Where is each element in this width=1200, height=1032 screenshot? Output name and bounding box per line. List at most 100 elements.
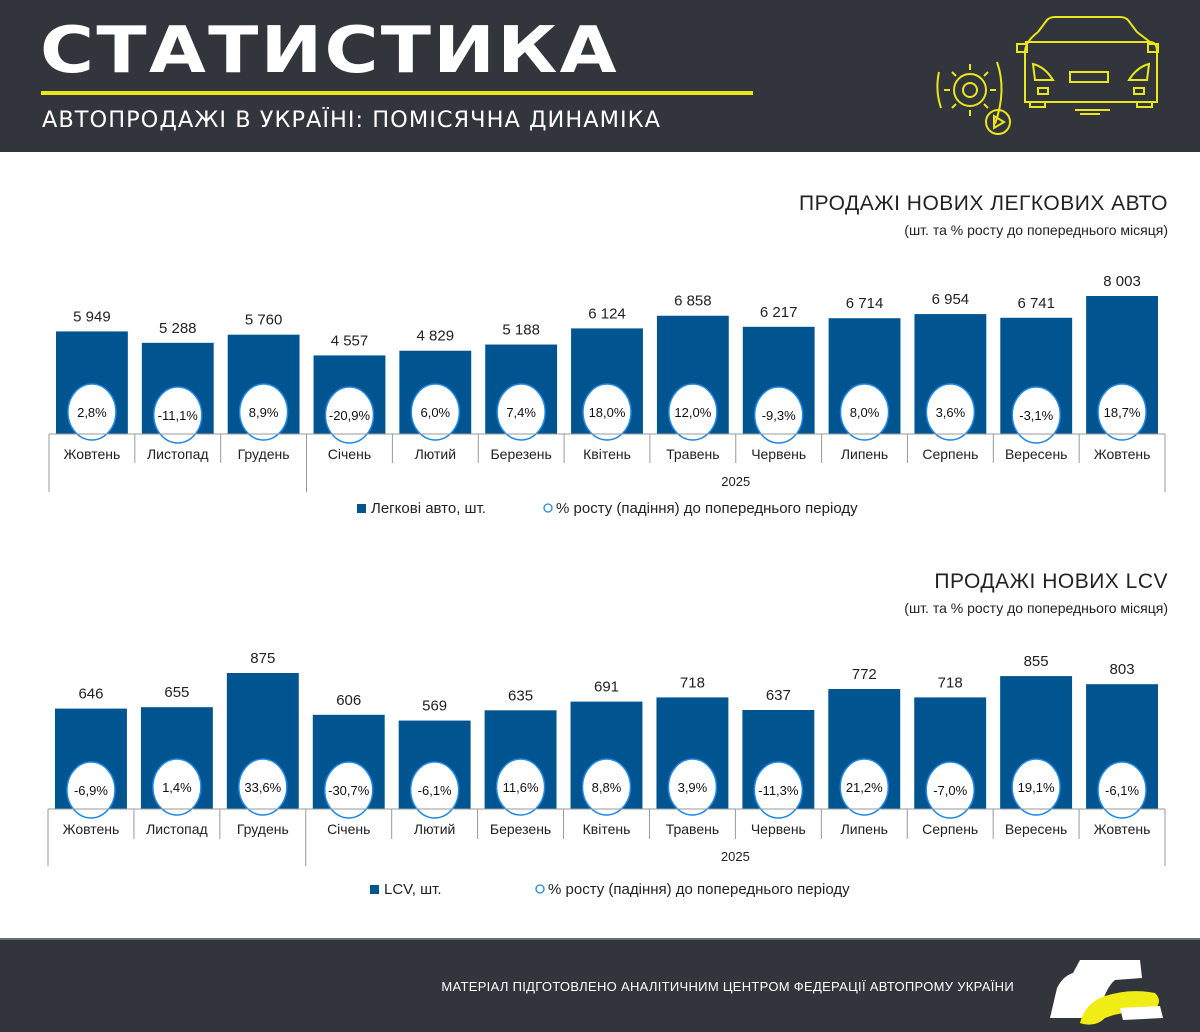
growth-label: -11,1% [158,408,199,423]
growth-bubble [67,383,117,441]
growth-bubble [496,383,546,441]
growth-bubble [1097,761,1147,819]
growth-bubble [153,386,203,444]
growth-bubble [925,761,975,819]
chart1-subtitle: (шт. та % росту до попереднього місяця) [904,222,1168,238]
category-label: Грудень [237,821,289,837]
category-label: Січень [328,446,371,462]
category-label: Червень [751,821,806,837]
growth-bubble [753,386,804,444]
page-title: СТАТИСТИКА [40,14,619,88]
growth-bubble [324,386,375,444]
bar-value-label: 635 [508,687,533,704]
growth-bubble [323,761,374,819]
bar-value-label: 6 217 [760,304,798,321]
growth-label: -20,9% [329,408,371,423]
category-label: Грудень [238,446,290,462]
bar-value-label: 4 829 [417,328,455,345]
growth-bubble [495,758,546,816]
category-label: Вересень [1005,821,1068,837]
category-label: Січень [327,821,370,837]
bar-value-label: 637 [766,687,791,704]
bar-value-label: 606 [336,692,361,709]
bar-value-label: 5 949 [73,308,111,325]
growth-bubble [753,761,804,819]
legend-bar-swatch [370,885,379,894]
growth-bubble [1011,386,1061,444]
bar-value-label: 569 [422,698,447,715]
category-label: Жовтень [1094,821,1151,837]
category-label: Травень [666,446,719,462]
car-gear-icon [936,16,1159,135]
growth-label: -6,1% [418,783,452,798]
footer-banner: МАТЕРІАЛ ПІДГОТОВЛЕНО АНАЛІТИЧНИМ ЦЕНТРО… [0,938,1200,1032]
growth-bubble [582,383,632,441]
bar-value-label: 646 [78,686,103,703]
header-banner: СТАТИСТИКА АВТОПРОДАЖІ В УКРАЇНІ: ПОМІСЯ… [0,0,1200,152]
growth-bubble [409,761,460,819]
growth-label: -9,3% [762,408,796,423]
category-label: Лютий [415,446,456,462]
category-label: Травень [666,821,719,837]
growth-bubble [581,758,632,816]
federation-logo-icon [1050,960,1163,1025]
growth-label: 21,2% [846,780,883,795]
category-label: Липень [841,446,888,462]
category-label: Липень [841,821,888,837]
chart2-title: ПРОДАЖІ НОВИХ LCV [934,570,1168,593]
growth-label: 19,1% [1018,780,1055,795]
growth-label: -30,7% [328,783,370,798]
category-label: Березень [490,446,551,462]
category-label: Червень [751,446,806,462]
growth-label: 12,0% [674,405,711,420]
bar-value-label: 855 [1024,653,1049,670]
category-label: Жовтень [1094,446,1151,462]
category-label: Квітень [583,446,631,462]
growth-label: 18,7% [1104,405,1141,420]
bar-value-label: 875 [250,650,275,667]
legend-bar-label: Легкові авто, шт. [371,500,486,517]
growth-bubble [1011,758,1061,816]
bar-value-label: 772 [852,666,877,683]
growth-bubble [238,383,289,441]
chart1-title: ПРОДАЖІ НОВИХ ЛЕГКОВИХ АВТО [798,192,1168,215]
growth-label: -7,0% [933,783,967,798]
category-label: Жовтень [63,821,120,837]
year-group-label: 2025 [721,474,750,489]
bar-value-label: 6 714 [846,295,884,312]
growth-bubble [839,758,890,816]
growth-label: 7,4% [506,405,536,420]
growth-bubble [839,383,890,441]
category-label: Березень [490,821,551,837]
category-label: Лютий [414,821,455,837]
growth-label: 3,9% [678,780,708,795]
growth-bubble [66,761,116,819]
growth-bubble [668,383,718,441]
growth-label: 18,0% [589,405,626,420]
footer-credit: МАТЕРІАЛ ПІДГОТОВЛЕНО АНАЛІТИЧНИМ ЦЕНТРО… [441,979,1014,994]
bar-value-label: 718 [938,674,963,691]
bar-value-label: 4 557 [331,332,369,349]
category-label: Серпень [922,821,978,837]
growth-bubble [1097,383,1147,441]
growth-label: 8,9% [249,405,279,420]
growth-label: 11,6% [503,780,539,795]
growth-label: -6,1% [1105,783,1139,798]
bar-value-label: 5 188 [502,322,540,339]
growth-bubble [925,383,976,441]
growth-label: 8,8% [592,780,622,795]
bar-value-label: 6 124 [588,305,626,322]
bar-value-label: 655 [164,684,189,701]
legend-growth-swatch [543,503,553,513]
chart2-subtitle: (шт. та % росту до попереднього місяця) [904,600,1168,616]
category-label: Вересень [1005,446,1068,462]
growth-label: -6,9% [74,783,108,798]
growth-label: 1,4% [162,780,192,795]
bar-value-label: 803 [1110,661,1135,678]
growth-label: -11,3% [758,783,799,798]
bar-value-label: 5 760 [245,312,283,329]
category-label: Листопад [146,821,208,837]
bar-value-label: 691 [594,679,619,696]
growth-label: 33,6% [244,780,281,795]
growth-label: -3,1% [1019,408,1053,423]
